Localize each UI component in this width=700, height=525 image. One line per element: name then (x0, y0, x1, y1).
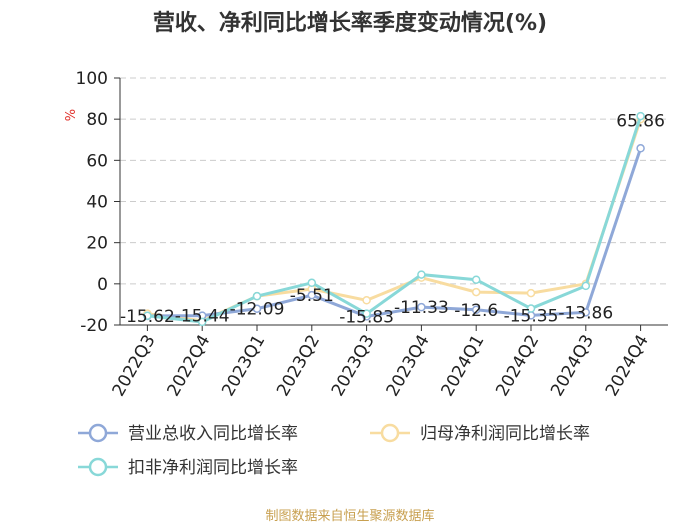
series-line (147, 118, 643, 323)
data-point (636, 144, 645, 153)
y-tick-label: 40 (86, 193, 108, 213)
data-point (362, 296, 371, 305)
source-note: 制图数据来自恒生聚源数据库 (265, 508, 434, 524)
data-point (417, 270, 426, 279)
y-axis-ticks: -20 0 20 40 60 80 100 (76, 69, 668, 336)
data-point (252, 304, 262, 313)
data-point (417, 302, 426, 312)
y-tick-label: 100 (76, 69, 108, 89)
data-point (526, 288, 536, 298)
x-tick-label: 2022Q4 (163, 332, 214, 400)
legend-marker (380, 423, 400, 443)
legend-label: 营业总收入同比增长率 (128, 424, 298, 444)
y-tick-label: -20 (80, 316, 108, 336)
data-label: -13.86 (558, 303, 613, 323)
data-label: -15.44 (175, 307, 230, 327)
data-label: -15.62 (120, 307, 175, 327)
data-label: -12.6 (454, 301, 498, 321)
data-point (581, 308, 591, 317)
legend-label: 归母净利润同比增长率 (420, 424, 590, 444)
x-tick-label: 2023Q2 (273, 332, 324, 400)
data-point (526, 304, 536, 313)
y-tick-label: 20 (86, 234, 108, 254)
data-label: -5.51 (290, 286, 334, 306)
data-point (307, 278, 317, 288)
y-tick-label: 0 (97, 275, 108, 295)
legend-marker (88, 423, 108, 443)
grid-lines (120, 77, 668, 285)
legend-marker (88, 457, 108, 477)
data-label: -11.33 (394, 298, 449, 318)
y-axis-unit: % (64, 109, 79, 121)
x-tick-label: 2023Q3 (328, 332, 379, 400)
x-tick-label: 2024Q1 (437, 332, 488, 400)
data-point (471, 275, 481, 284)
y-tick-label: 60 (86, 151, 108, 171)
data-point (197, 317, 207, 327)
series-line (147, 147, 643, 318)
data-point (252, 291, 262, 301)
data-point (581, 281, 591, 291)
x-tick-label: 2023Q4 (383, 332, 434, 400)
x-axis-ticks: 2022Q3 2022Q4 2023Q1 2023Q2 2023Q3 2023Q4 2024… (109, 325, 653, 400)
data-label: -15.35 (504, 306, 559, 326)
data-point (362, 309, 371, 318)
data-labels: -15.62 -15.44 -12.09-5.51-15.83 -11.33 -12.6… (120, 111, 665, 327)
y-tick-label: 80 (86, 110, 108, 130)
x-tick-label: 2023Q1 (218, 332, 269, 400)
series-group (143, 111, 645, 327)
data-label: 65.86 (616, 111, 665, 131)
legend-label: 扣非净利润同比增长率 (128, 458, 298, 478)
data-point (307, 290, 317, 300)
data-point (471, 287, 481, 297)
data-point (143, 311, 152, 320)
x-tick-label: 2024Q2 (492, 332, 543, 400)
data-label: -12.09 (230, 300, 285, 320)
data-point (471, 305, 481, 315)
data-point (636, 111, 645, 121)
data-label: -15.83 (339, 307, 394, 327)
x-tick-label: 2024Q3 (547, 332, 598, 400)
x-tick-label: 2024Q4 (602, 332, 653, 400)
chart-title: 营收、净利同比增长率季度变动情况(%) (153, 10, 547, 36)
x-tick-label: 2022Q3 (109, 332, 160, 400)
series-line (147, 115, 643, 324)
